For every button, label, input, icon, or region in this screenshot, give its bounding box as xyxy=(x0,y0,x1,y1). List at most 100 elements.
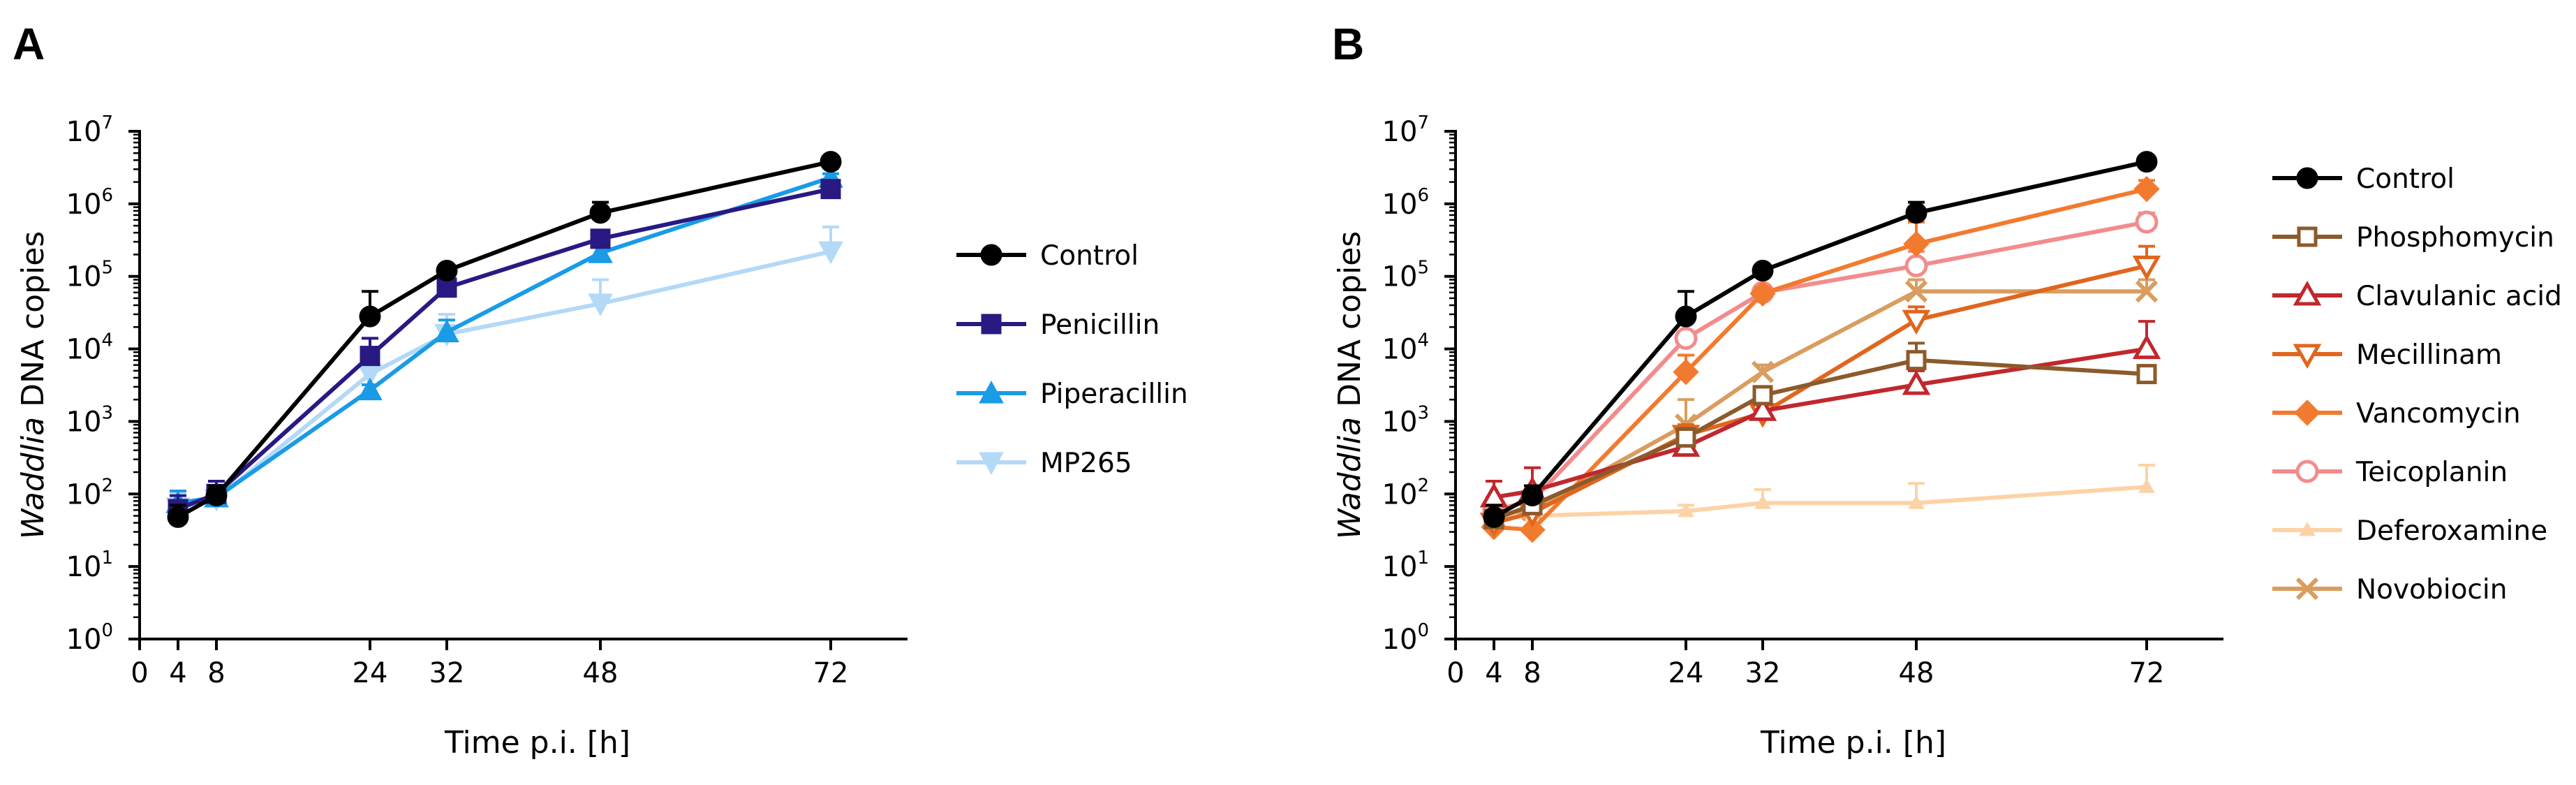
y-tick-exponent: 0 xyxy=(1417,620,1429,641)
point-control xyxy=(359,305,381,328)
y-tick-base: 10 xyxy=(66,478,102,511)
point-teicoplanin xyxy=(1674,326,1698,350)
point-vancomycin xyxy=(1673,358,1699,386)
y-tick-exponent: 7 xyxy=(1417,112,1429,133)
point-vancomycin xyxy=(1749,280,1776,307)
point-phosphomycin xyxy=(2136,364,2157,385)
legend-marker-novobiocin xyxy=(2295,577,2319,601)
legend-marker-piperacillin xyxy=(979,380,1004,404)
y-tick-exponent: 4 xyxy=(1417,330,1429,351)
legend-marker-clavulanic-acid xyxy=(2293,280,2322,306)
line-deferoxamine xyxy=(1494,485,2147,518)
point-control xyxy=(1675,305,1697,328)
y-tick-base: 10 xyxy=(1382,406,1418,438)
panel-label-b: B xyxy=(1332,19,1364,69)
point-phosphomycin xyxy=(1752,385,1773,406)
point-teicoplanin xyxy=(2135,210,2159,234)
point-control xyxy=(1905,202,1927,224)
x-axis-title: Time p.i. [h] xyxy=(444,725,630,761)
y-tick-exponent: 6 xyxy=(1417,185,1429,206)
legend-item-penicillin: Penicillin xyxy=(956,309,1160,341)
legend-marker-phosphomycin xyxy=(2297,226,2318,247)
y-tick-label: 104 xyxy=(1382,330,1429,366)
point-penicillin xyxy=(360,346,380,367)
point-control xyxy=(589,202,612,224)
y-axis-title: Waddlia DNA copies xyxy=(1332,231,1368,539)
point-control xyxy=(820,151,842,173)
legend-label-control: Control xyxy=(2356,163,2455,195)
legend-label-vancomycin: Vancomycin xyxy=(2356,398,2521,430)
y-tick-label: 100 xyxy=(66,620,113,656)
point-piperacillin xyxy=(434,319,459,343)
y-tick-base: 10 xyxy=(66,189,102,221)
legend-marker-control xyxy=(980,244,1002,266)
y-tick-base: 10 xyxy=(1382,334,1418,366)
y-tick-exponent: 3 xyxy=(1417,402,1429,423)
point-deferoxamine xyxy=(2138,478,2155,493)
point-clavulanic-acid xyxy=(1902,369,1931,395)
y-tick-label: 102 xyxy=(66,475,113,511)
y-tick-base: 10 xyxy=(1382,551,1418,583)
y-tick-label: 100 xyxy=(1382,620,1429,656)
point-deferoxamine xyxy=(1678,502,1694,518)
point-control xyxy=(167,506,189,528)
point-piperacillin xyxy=(357,377,383,401)
y-tick-base: 10 xyxy=(1382,116,1418,148)
point-penicillin xyxy=(590,228,611,249)
series-control xyxy=(1483,151,2158,528)
legend-label-mecillinam: Mecillinam xyxy=(2356,339,2502,371)
legend-marker-teicoplanin xyxy=(2295,460,2319,483)
point-novobiocin xyxy=(2135,280,2159,303)
x-tick-label: 24 xyxy=(1668,657,1704,689)
legend-marker-novobiocin-stroke-b xyxy=(2295,577,2319,601)
y-tick-label: 106 xyxy=(1382,185,1429,221)
y-tick-exponent: 1 xyxy=(101,548,113,568)
legend-label-mp265: MP265 xyxy=(1040,448,1132,479)
legend-label-control: Control xyxy=(1040,240,1139,272)
legend-a: Control Penicillin Piperacillin MP265 xyxy=(956,240,1188,479)
point-mp265 xyxy=(818,241,843,265)
line-mecillinam xyxy=(1493,263,2147,525)
y-tick-base: 10 xyxy=(1382,478,1418,511)
x-tick-label: 72 xyxy=(2129,657,2165,689)
point-deferoxamine xyxy=(1754,494,1771,509)
point-teicoplanin xyxy=(1904,254,1928,278)
y-axis-title-rest: DNA copies xyxy=(15,231,51,417)
legend-marker-penicillin xyxy=(981,314,1002,335)
point-control xyxy=(1483,506,1505,528)
point-mp265 xyxy=(588,293,613,316)
point-phosphomycin xyxy=(1675,427,1696,448)
x-axis-title: Time p.i. [h] xyxy=(1760,725,1946,761)
y-tick-label: 106 xyxy=(66,185,113,221)
legend-item-phosphomycin: Phosphomycin xyxy=(2272,222,2554,254)
legend-item-clavulanic-acid: Clavulanic acid xyxy=(2272,280,2562,312)
point-vancomycin xyxy=(1519,516,1546,543)
x-tick-label: 32 xyxy=(1745,657,1781,689)
y-tick-exponent: 3 xyxy=(101,402,113,423)
point-control xyxy=(1521,485,1544,507)
legend-label-penicillin: Penicillin xyxy=(1040,309,1160,341)
legend-marker-mp265 xyxy=(979,452,1004,476)
y-tick-label: 101 xyxy=(1382,548,1429,583)
y-axis-title-italic: Waddlia xyxy=(1332,417,1368,539)
x-tick-label: 48 xyxy=(583,657,619,689)
line-penicillin xyxy=(177,186,831,511)
y-tick-label: 105 xyxy=(66,258,113,293)
y-tick-exponent: 5 xyxy=(1417,258,1429,279)
point-novobiocin-stroke-b xyxy=(2135,280,2159,303)
y-tick-label: 107 xyxy=(66,112,113,148)
y-tick-label: 107 xyxy=(1382,112,1429,148)
series-clavulanic-acid xyxy=(1479,320,2161,508)
legend-label-phosphomycin: Phosphomycin xyxy=(2356,222,2554,254)
legend-item-control: Control xyxy=(2272,163,2455,195)
legend-item-novobiocin: Novobiocin xyxy=(2272,574,2507,606)
series-piperacillin xyxy=(165,165,843,513)
point-vancomycin xyxy=(1903,230,1930,257)
y-tick-label: 105 xyxy=(1382,258,1429,293)
x-tick-label: 24 xyxy=(353,657,388,689)
x-tick-label: 48 xyxy=(1899,657,1934,689)
legend-item-teicoplanin: Teicoplanin xyxy=(2272,457,2508,488)
legend-marker-mecillinam xyxy=(2293,344,2322,369)
